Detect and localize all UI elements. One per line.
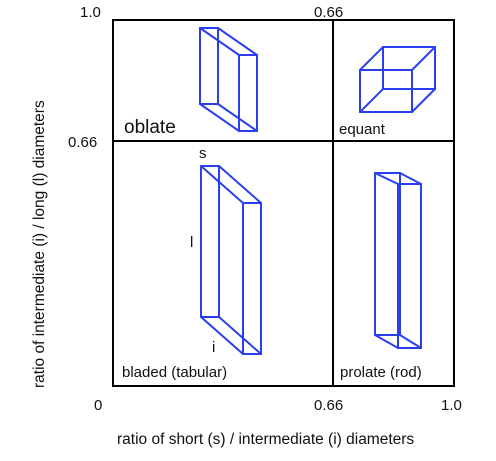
x-tick-0: 0 — [94, 397, 102, 414]
x-tick-1: 1.0 — [441, 397, 462, 414]
region-label-prolate: prolate (rod) — [340, 364, 422, 381]
top-tick-066: 0.66 — [314, 4, 343, 21]
region-label-bladed: bladed (tabular) — [122, 364, 227, 381]
dimension-label-intermediate: i — [212, 339, 215, 356]
region-label-equant: equant — [339, 121, 386, 138]
oblate-shape — [199, 27, 258, 132]
region-label-oblate: oblate — [124, 117, 176, 138]
y-tick-top: 1.0 — [80, 4, 101, 21]
x-tick-066: 0.66 — [314, 397, 343, 414]
equant-shape — [359, 46, 436, 113]
y-tick-066: 0.66 — [68, 134, 97, 151]
x-axis-title: ratio of short (s) / intermediate (i) di… — [117, 431, 414, 448]
diagram-frame — [112, 19, 455, 387]
y-axis-title: ratio of intermediate (i) / long (l) dia… — [31, 100, 48, 388]
bladed-shape — [200, 165, 262, 355]
prolate-shape — [374, 172, 422, 349]
dimension-label-long: l — [190, 234, 193, 251]
dimension-label-short: s — [199, 145, 207, 162]
